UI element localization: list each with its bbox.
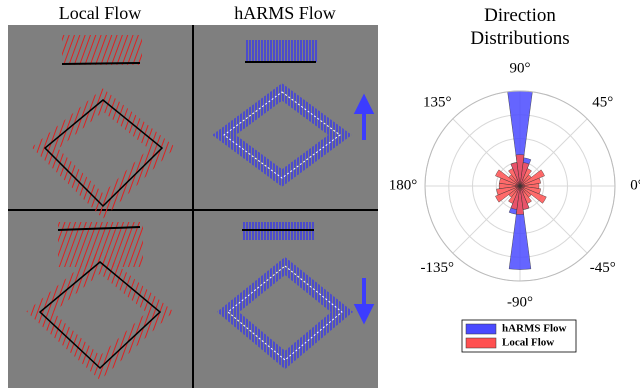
angle-tick-label: 45° <box>592 95 613 111</box>
legend-label: hARMS Flow <box>502 323 567 335</box>
panel-title: Local Flow <box>59 3 142 23</box>
angle-tick-label: -45° <box>590 260 616 276</box>
flow-hatch <box>62 35 142 65</box>
edge <box>62 63 140 64</box>
angle-tick-label: -135° <box>421 260 455 276</box>
angle-tick-label: 0° <box>630 177 640 193</box>
chart-title: Direction Distributions <box>445 4 595 50</box>
figure: Local Flow hARMS Flow 90° 45° 0° -45° -90° -1… <box>0 0 640 388</box>
angle-tick-label: 180° <box>389 177 418 193</box>
polar-chart: 90° 45° 0° -45° -90° -135° 180° 135° hARMS Flow L… <box>389 60 640 352</box>
angle-tick-label: 135° <box>423 95 452 111</box>
legend-swatch <box>466 338 496 348</box>
angle-tick-label: 90° <box>510 60 531 76</box>
image-panels <box>8 25 378 388</box>
legend-label: Local Flow <box>502 337 554 349</box>
panel-title: hARMS Flow <box>234 3 336 23</box>
page: Local Flow hARMS Flow 90° 45° 0° -45° -90° -1… <box>0 0 640 388</box>
legend-swatch <box>466 324 496 334</box>
flow-hatch <box>245 40 317 62</box>
angle-tick-label: -90° <box>507 294 533 310</box>
